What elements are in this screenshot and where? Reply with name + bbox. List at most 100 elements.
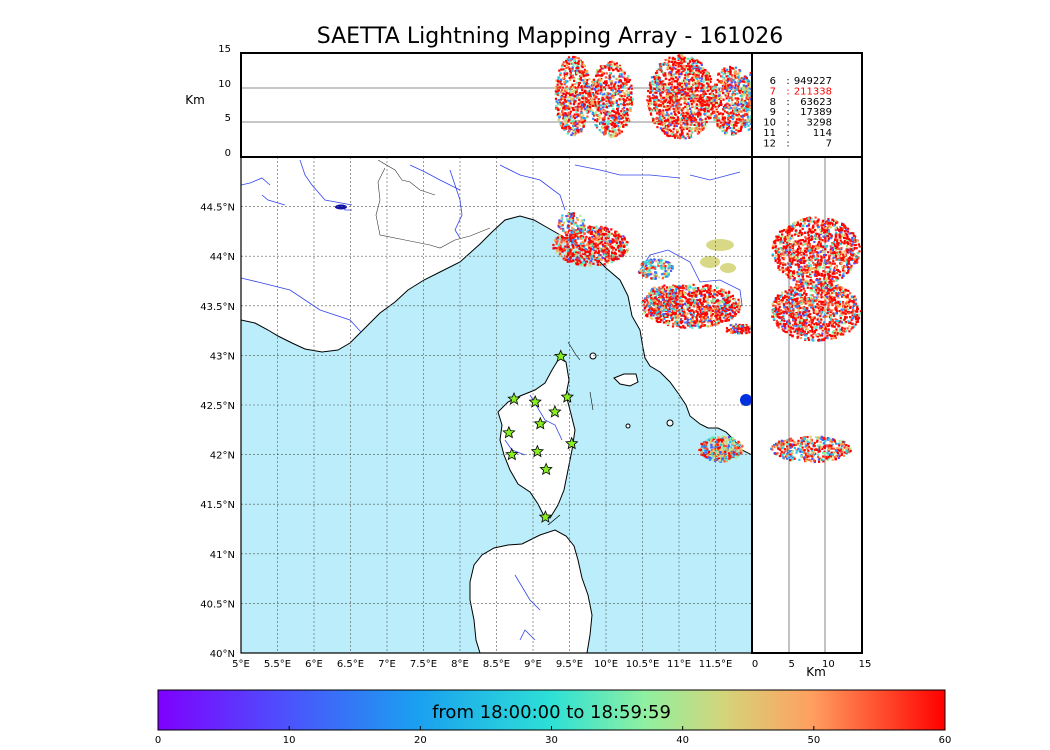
altitude-source [568, 76, 571, 79]
altitude-source [691, 127, 694, 130]
altitude-source [677, 54, 681, 57]
lightning-source [713, 291, 716, 294]
lightning-source [558, 237, 562, 240]
altitude-source [623, 82, 626, 85]
cape-corse-line [567, 341, 581, 361]
altitude-source [612, 107, 615, 110]
lightning-source [599, 254, 602, 257]
altitude-source [564, 95, 567, 99]
altitude-source [585, 81, 588, 84]
lightning-source [707, 451, 711, 454]
lightning-source [649, 271, 652, 274]
altitude-source [701, 125, 704, 128]
altitude-source [685, 65, 688, 68]
lightning-source [688, 306, 691, 309]
lightning-source [649, 298, 652, 302]
altitude-source [693, 60, 696, 63]
altitude-source [696, 86, 700, 89]
altitude-source [683, 76, 686, 80]
altitude-source [661, 111, 664, 115]
altitude-source [693, 127, 696, 130]
altitude-source [684, 73, 687, 77]
altitude-source [684, 60, 687, 63]
lightning-source [711, 436, 714, 439]
lightning-source [686, 304, 690, 307]
altitude-source [652, 87, 655, 90]
altitude-source [566, 96, 569, 99]
lightning-source [719, 301, 722, 304]
altitude-source [574, 106, 577, 109]
lightning-source [718, 446, 721, 449]
lightning-source [557, 244, 560, 247]
lightning-source [679, 296, 682, 299]
altitude-source [592, 84, 595, 87]
altitude-source [558, 69, 561, 72]
altitude-source [659, 81, 662, 85]
lightning-source [647, 305, 650, 308]
lightning-source [681, 310, 684, 313]
lightning-source [602, 247, 605, 250]
altitude-source [571, 122, 574, 125]
lightning-source [559, 227, 562, 230]
altitude-source [570, 99, 573, 102]
lightning-source [650, 292, 653, 295]
lightning-source [689, 309, 692, 312]
altitude-source [678, 61, 681, 64]
altitude-source [586, 69, 589, 73]
lightning-source [642, 303, 645, 306]
lightning-source [675, 316, 678, 319]
lightning-source [567, 249, 570, 252]
lightning-source [676, 295, 679, 298]
lightning-source [698, 326, 701, 329]
altitude-source [614, 87, 617, 90]
altitude-source [601, 65, 604, 68]
lightning-source [567, 245, 570, 248]
altitude-source [723, 119, 726, 122]
altitude-source [694, 94, 697, 97]
altitude-source [581, 121, 584, 124]
lightning-source [736, 442, 739, 445]
lightning-source [679, 301, 682, 304]
altitude-source [693, 73, 697, 76]
altitude-source [709, 87, 712, 90]
lightning-source [654, 300, 657, 303]
altitude-source [696, 73, 699, 77]
altitude-source [687, 62, 691, 66]
lightning-source [575, 263, 578, 266]
altitude-source [589, 88, 592, 91]
altitude-source [591, 80, 594, 84]
altitude-source [612, 118, 615, 121]
altitude-source [572, 115, 575, 118]
altitude-source [699, 71, 703, 74]
lightning-source [650, 267, 653, 270]
altitude-source [718, 122, 721, 125]
altitude-source [680, 124, 683, 127]
altitude-source [656, 89, 659, 92]
lightning-source [678, 311, 681, 314]
lightning-source [732, 297, 735, 300]
altitude-source [613, 83, 616, 86]
altitude-source [700, 89, 703, 93]
altitude-source [708, 96, 711, 99]
lightning-source [588, 261, 591, 264]
altitude-source [676, 116, 679, 119]
altitude-source [567, 106, 570, 109]
altitude-source [600, 121, 603, 124]
altitude-source [687, 75, 690, 78]
lightning-source [602, 256, 605, 259]
altitude-source [706, 89, 709, 93]
altitude-source [572, 125, 575, 128]
altitude-source [580, 108, 583, 111]
lightning-source [718, 311, 721, 314]
lightning-source [720, 437, 723, 440]
lightning-source [608, 247, 611, 250]
altitude-source [581, 63, 584, 66]
altitude-source [676, 83, 679, 86]
altitude-source [580, 111, 583, 114]
lightning-source [703, 289, 706, 292]
lightning-source [647, 262, 651, 265]
altitude-source [617, 127, 620, 130]
lightning-source [706, 316, 709, 319]
altitude-source [664, 124, 667, 128]
lightning-source [619, 235, 623, 238]
